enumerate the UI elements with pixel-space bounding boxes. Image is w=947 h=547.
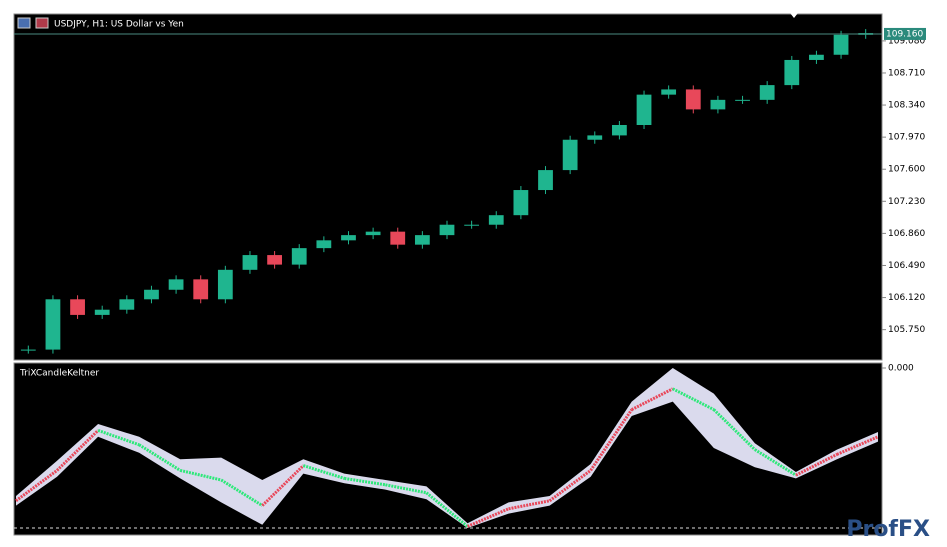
last-price-box (884, 27, 926, 40)
candle-body (267, 255, 282, 265)
candle-body (45, 299, 61, 350)
candle-body (587, 135, 603, 140)
candle-body (70, 299, 85, 315)
candle-body (784, 59, 800, 86)
y-tick-label: 108.340 (888, 101, 925, 111)
candle-body (217, 269, 233, 300)
trix-segment (672, 387, 715, 411)
shift-marker[interactable] (790, 13, 798, 18)
candle-body (20, 349, 36, 351)
trix-segment (836, 435, 879, 456)
candle-body (562, 139, 578, 171)
candle-body (316, 240, 332, 249)
trix-segment (220, 478, 264, 507)
candle-body (538, 170, 553, 191)
candle-body (193, 279, 209, 300)
trix-segment (56, 429, 100, 472)
trix-segment (261, 464, 305, 507)
trix-segment (344, 476, 386, 487)
trix-segment (589, 408, 633, 472)
trix-segment (466, 507, 510, 528)
y-tick-label: 109.080 (888, 36, 925, 46)
watermark: ProfFX (846, 517, 930, 542)
candle-body (735, 99, 750, 101)
candle-body (710, 99, 726, 110)
candle-body (685, 89, 701, 110)
trix-segment (508, 499, 550, 511)
candle-body (414, 235, 430, 245)
candle-body (168, 279, 184, 290)
trix-segment (795, 453, 838, 477)
trix-segment (138, 443, 181, 472)
candle-body (612, 124, 627, 136)
last-price-label: 109.160 (886, 29, 923, 39)
trix-segment (97, 428, 140, 447)
y-tick-label: 107.600 (888, 165, 925, 175)
trix-segment (712, 408, 756, 451)
candle-body (464, 224, 480, 226)
candle-body (488, 215, 504, 225)
trix-segment (631, 387, 674, 411)
y-tick-label: 107.230 (888, 197, 925, 207)
candle-body (439, 224, 455, 236)
candle-body (513, 190, 529, 216)
candle-body (242, 255, 258, 270)
candle-body (809, 54, 824, 60)
y-tick-label: 107.970 (888, 133, 925, 143)
y-tick-label: 106.490 (888, 261, 925, 271)
candle-body (94, 309, 110, 315)
candle-body (119, 299, 135, 310)
candle-body (291, 248, 307, 265)
candle-body (661, 89, 677, 95)
trix-segment (302, 464, 345, 480)
indicator-title: TriXCandleKeltner (19, 369, 99, 379)
trix-segment (754, 448, 797, 477)
trix-segment (179, 468, 222, 482)
trix-segment (15, 469, 58, 503)
candle-body (390, 231, 406, 245)
y-tick-label: 108.710 (888, 68, 925, 78)
y-tick-label: 0.000 (888, 364, 914, 374)
trix-segment (385, 483, 427, 495)
price-panel (13, 13, 883, 361)
trix-segment (548, 469, 592, 503)
candle-body (833, 34, 849, 55)
y-tick-label: 106.860 (888, 229, 925, 239)
y-tick-label: 106.120 (888, 293, 925, 303)
candle-body (759, 85, 775, 100)
y-tick-label: 105.750 (888, 325, 925, 335)
candle-body (365, 231, 381, 236)
candle-body (341, 235, 356, 241)
candle-body (636, 94, 652, 125)
menu-icon[interactable] (17, 17, 31, 29)
chart-title: USDJPY, H1: US Dollar vs Yen (54, 20, 184, 30)
symbol-icon[interactable] (35, 17, 49, 29)
candle-body (144, 289, 159, 300)
